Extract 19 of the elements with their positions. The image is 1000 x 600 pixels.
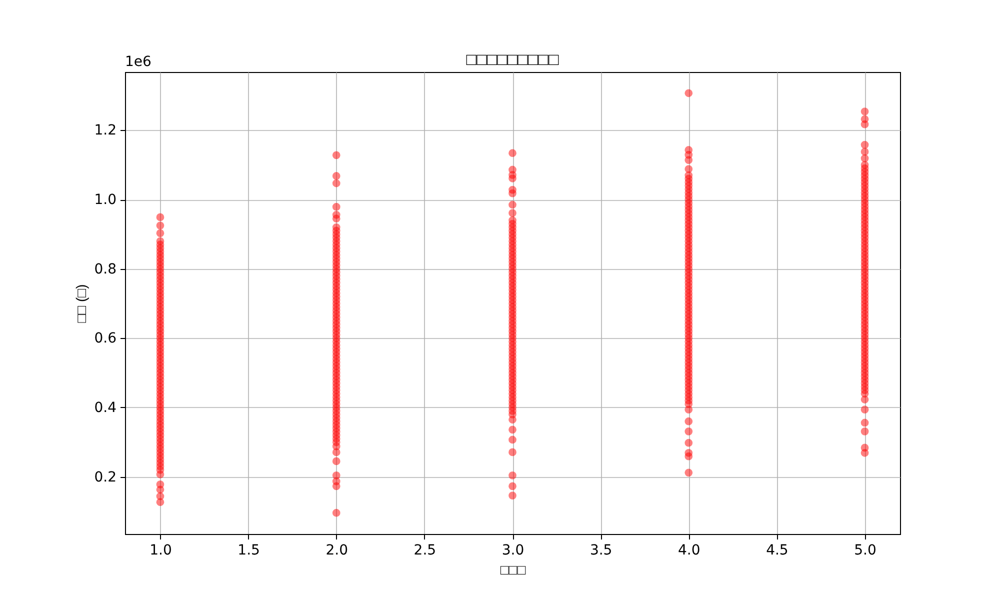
x-tick-label: 4.0 (678, 542, 700, 558)
x-tick-label: 2.5 (414, 542, 436, 558)
x-axis-title: □□□ (500, 562, 526, 578)
x-tick-label: 5.0 (854, 542, 876, 558)
y-tick-label: 1.2 (94, 122, 116, 139)
y-tick-label: 0.6 (94, 330, 117, 347)
y-tick-label: 0.4 (94, 400, 117, 416)
y-tick-label: 0.2 (94, 469, 116, 486)
y-axis-title: □□ (□) (73, 284, 90, 323)
x-tick-label: 3.0 (502, 542, 524, 558)
x-tick-label: 2.0 (326, 542, 348, 558)
x-tick-label: 1.5 (238, 542, 260, 558)
y-tick-label: 0.8 (94, 261, 116, 278)
y-tick-label: 1.0 (94, 192, 116, 208)
text: 1e6 (125, 54, 152, 70)
chart-title: □□□□□□□□□ (466, 50, 560, 69)
x-tick-label: 1.0 (150, 542, 172, 558)
x-tick-label: 3.5 (590, 542, 612, 558)
x-tick-label: 4.5 (766, 542, 788, 558)
